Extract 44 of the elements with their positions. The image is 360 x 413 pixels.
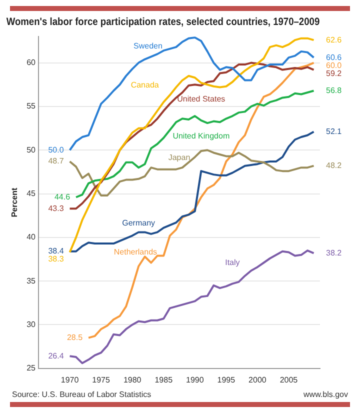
series-label: United States bbox=[177, 94, 226, 104]
series-label: Germany bbox=[122, 218, 156, 228]
data-label: 59.2 bbox=[326, 68, 342, 78]
data-label: 44.6 bbox=[54, 192, 71, 202]
data-label: 38.4 bbox=[48, 246, 64, 256]
y-tick-label: 50 bbox=[26, 145, 36, 154]
x-tick-label: 2000 bbox=[248, 375, 267, 384]
y-tick-label: 60 bbox=[26, 58, 36, 67]
y-tick-label: 55 bbox=[26, 102, 36, 111]
x-tick-label: 1990 bbox=[186, 375, 204, 384]
data-label: 48.7 bbox=[48, 156, 64, 166]
x-tick-label: 1980 bbox=[123, 375, 142, 384]
data-label: 52.1 bbox=[326, 126, 342, 136]
data-label: 43.3 bbox=[48, 204, 64, 213]
x-tick-label: 2005 bbox=[280, 375, 298, 384]
data-label: 48.2 bbox=[326, 161, 342, 170]
series-label: Canada bbox=[130, 80, 160, 90]
x-tick-label: 1975 bbox=[92, 375, 111, 384]
data-label: 50.0 bbox=[48, 145, 64, 154]
series-label: Italy bbox=[225, 258, 240, 267]
data-label: 60.0 bbox=[326, 60, 342, 70]
series-label: Japan bbox=[168, 153, 190, 162]
source-note: Source: U.S. Bureau of Labor Statistics bbox=[12, 390, 152, 399]
data-label: 56.8 bbox=[326, 86, 342, 95]
series-label: United Kingdom bbox=[172, 131, 230, 140]
y-tick-label: 35 bbox=[26, 276, 36, 286]
chart-title: Women's labor force participation rates, selected countries, 1970–2009 bbox=[6, 16, 320, 28]
series-label: Netherlands bbox=[114, 247, 158, 256]
data-label: 26.4 bbox=[48, 351, 64, 360]
y-tick-label: 45 bbox=[26, 188, 36, 198]
y-tick-label: 40 bbox=[26, 232, 36, 242]
data-label: 28.5 bbox=[66, 333, 84, 342]
x-tick-label: 1995 bbox=[217, 375, 236, 384]
x-tick-label: 1985 bbox=[154, 375, 174, 384]
data-label: 38.2 bbox=[326, 248, 342, 258]
text: www.bls.gov bbox=[304, 390, 348, 399]
data-label: 62.6 bbox=[326, 35, 342, 44]
series-label: Sweden bbox=[134, 41, 162, 50]
x-tick-label: 1970 bbox=[60, 375, 80, 384]
y-tick-label: 25 bbox=[26, 364, 36, 373]
y-axis-title: Percent bbox=[10, 187, 20, 218]
data-label: 60.6 bbox=[326, 52, 342, 62]
y-tick-label: 30 bbox=[26, 320, 36, 329]
data-label: 38.3 bbox=[48, 254, 64, 264]
